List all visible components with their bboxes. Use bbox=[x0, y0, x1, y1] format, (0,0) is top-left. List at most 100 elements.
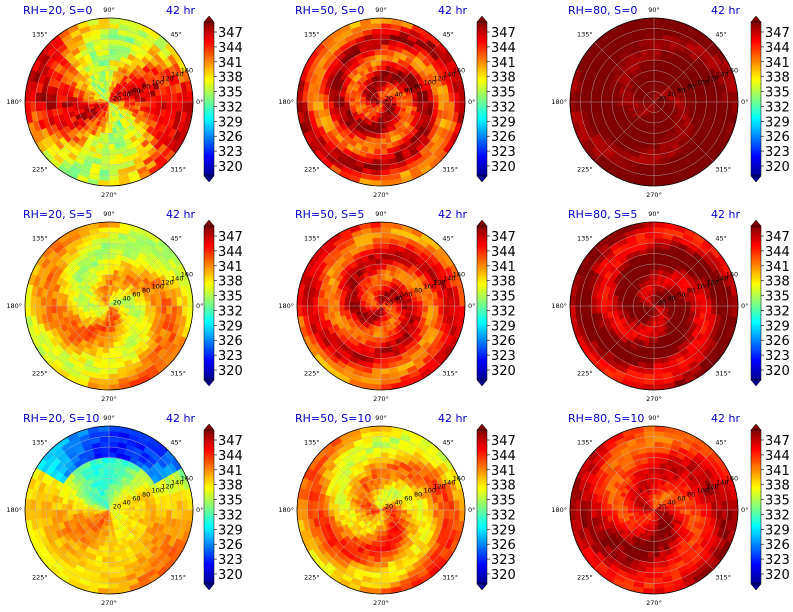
field-cell bbox=[645, 159, 655, 166]
field-cell bbox=[601, 305, 608, 314]
field-cell bbox=[726, 295, 733, 307]
angle-tick-label: 315° bbox=[715, 369, 731, 377]
field-cell bbox=[695, 305, 702, 313]
field-cell bbox=[307, 101, 314, 112]
field-cell bbox=[323, 94, 330, 103]
field-cell bbox=[349, 301, 356, 307]
field-cell bbox=[108, 274, 114, 281]
colorbar-tick-label: 326 bbox=[491, 130, 516, 145]
field-cell bbox=[644, 164, 655, 171]
field-cell bbox=[375, 138, 382, 145]
field-cell bbox=[644, 28, 655, 35]
field-cell bbox=[596, 305, 603, 314]
field-cell bbox=[302, 91, 309, 103]
field-cell bbox=[323, 298, 330, 307]
field-cell bbox=[648, 133, 655, 139]
field-cell bbox=[145, 101, 152, 108]
field-cell bbox=[30, 101, 37, 113]
colorbar-extend-min bbox=[750, 379, 762, 387]
field-cell bbox=[108, 54, 116, 61]
angle-tick-label: 0° bbox=[468, 98, 475, 106]
field-cell bbox=[373, 44, 382, 51]
field-cell bbox=[108, 347, 116, 354]
colorbar-tick-label: 341 bbox=[765, 260, 790, 275]
field-cell bbox=[653, 368, 664, 375]
field-cell bbox=[99, 368, 110, 375]
colorbar-gradient bbox=[476, 21, 488, 177]
field-cell bbox=[61, 101, 68, 109]
field-cell bbox=[66, 305, 73, 312]
field-cell bbox=[380, 263, 387, 270]
field-cell bbox=[585, 92, 592, 103]
field-cell bbox=[370, 174, 382, 181]
field-cell bbox=[370, 227, 382, 234]
angle-tick-label: 90° bbox=[648, 210, 660, 218]
field-cell bbox=[66, 101, 73, 108]
field-cell bbox=[380, 54, 388, 61]
field-cell bbox=[171, 92, 178, 103]
field-cell bbox=[617, 96, 623, 103]
field-cell bbox=[705, 101, 712, 110]
angle-tick-label: 45° bbox=[715, 31, 727, 39]
field-cell bbox=[103, 342, 110, 349]
field-cell bbox=[632, 99, 639, 103]
field-cell bbox=[377, 122, 382, 129]
field-cell bbox=[438, 305, 445, 315]
colorbar-tick-label: 332 bbox=[765, 100, 790, 115]
colorbar-tick-label: 326 bbox=[765, 130, 790, 145]
colorbar-tick-label: 329 bbox=[218, 319, 243, 334]
field-cell bbox=[108, 232, 119, 239]
radial-tick-label: 160 bbox=[181, 271, 193, 279]
field-cell bbox=[99, 33, 110, 40]
field-cell bbox=[380, 279, 385, 286]
colorbar-tick-label: 335 bbox=[491, 86, 516, 101]
field-cell bbox=[150, 101, 157, 109]
field-cell bbox=[653, 174, 665, 181]
field-cell bbox=[166, 101, 173, 111]
field-cell bbox=[145, 96, 152, 103]
field-cell bbox=[716, 92, 723, 103]
field-cell bbox=[373, 153, 382, 160]
colorbar-tick-label: 323 bbox=[765, 349, 790, 364]
field-cell bbox=[580, 305, 587, 316]
field-cell bbox=[422, 95, 429, 103]
polar-panel: 2040608010012014016090°45°0°315°270°225°… bbox=[6, 208, 203, 403]
field-cell bbox=[374, 347, 382, 354]
angular-gridline bbox=[49, 101, 110, 162]
field-cell bbox=[108, 38, 118, 45]
angle-tick-label: 315° bbox=[442, 369, 458, 377]
polar-frame bbox=[24, 17, 194, 187]
field-cell bbox=[711, 93, 718, 103]
field-cell bbox=[380, 227, 392, 234]
field-cell bbox=[105, 326, 110, 333]
field-cell bbox=[181, 305, 188, 317]
field-cell bbox=[647, 347, 655, 354]
field-cell bbox=[380, 368, 391, 375]
field-cell bbox=[380, 44, 389, 51]
field-cell bbox=[312, 305, 319, 316]
field-cell bbox=[596, 298, 603, 307]
field-cell bbox=[653, 274, 659, 281]
angle-tick-label: 45° bbox=[715, 235, 727, 243]
colorbar-tick-label: 335 bbox=[491, 290, 516, 305]
field-cell bbox=[645, 38, 655, 45]
field-cell bbox=[644, 373, 655, 380]
field-cell bbox=[380, 153, 389, 160]
field-cell bbox=[443, 92, 450, 103]
field-cell bbox=[422, 305, 429, 313]
field-cell bbox=[653, 253, 662, 260]
field-cell bbox=[104, 127, 110, 134]
field-cell bbox=[580, 101, 587, 112]
field-cell bbox=[108, 159, 118, 166]
field-cell bbox=[648, 263, 655, 270]
field-cell bbox=[99, 28, 110, 35]
field-cell bbox=[51, 101, 58, 110]
field-cell bbox=[644, 33, 655, 40]
field-cell bbox=[432, 305, 439, 314]
field-cell bbox=[317, 305, 324, 315]
field-cell bbox=[726, 101, 733, 113]
radial-tick-label: 140 bbox=[171, 71, 183, 79]
radial-tick-label: 80 bbox=[414, 83, 422, 91]
